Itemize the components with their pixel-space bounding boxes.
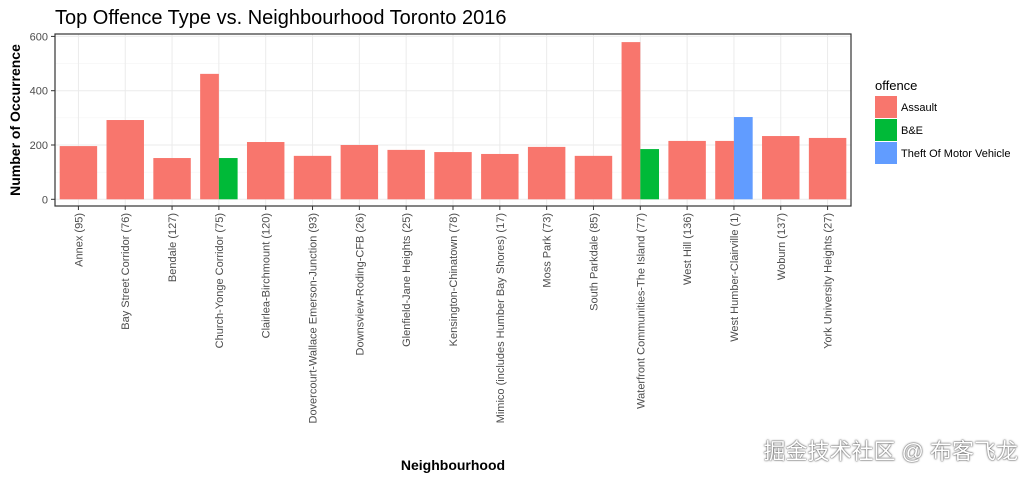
y-tick-label: 400 bbox=[30, 86, 48, 98]
bar-assault bbox=[246, 142, 285, 200]
legend-swatch bbox=[875, 119, 897, 141]
bar-b-e bbox=[640, 149, 660, 200]
legend-title: offence bbox=[875, 78, 917, 93]
legend-label: B&E bbox=[901, 125, 923, 137]
legend-label: Theft Of Motor Vehicle bbox=[901, 148, 1010, 160]
x-axis-label: Neighbourhood bbox=[401, 457, 505, 473]
legend-swatch bbox=[875, 142, 897, 164]
x-tick-label: Glenfield-Jane Heights (25) bbox=[401, 213, 413, 347]
bar-assault bbox=[200, 73, 219, 200]
x-tick-label: Annex (95) bbox=[73, 213, 85, 267]
bar-assault bbox=[293, 155, 332, 200]
x-tick-label: Mimico (includes Humber Bay Shores) (17) bbox=[495, 213, 507, 423]
y-tick-label: 200 bbox=[30, 140, 48, 152]
chart-title: Top Offence Type vs. Neighbourhood Toron… bbox=[55, 7, 506, 29]
bar-assault bbox=[621, 42, 641, 200]
bar-assault bbox=[434, 152, 472, 200]
legend-label: Assault bbox=[901, 102, 937, 114]
bar-theft-of-motor-vehicle bbox=[733, 117, 753, 200]
bar-assault bbox=[574, 155, 613, 200]
x-tick-label: West Humber-Clairville (1) bbox=[729, 213, 741, 342]
x-tick-label: Church-Yonge Corridor (75) bbox=[214, 213, 226, 348]
bar-assault bbox=[668, 140, 706, 200]
legend-swatch bbox=[875, 96, 897, 118]
x-tick-label: Bay Street Corridor (76) bbox=[120, 213, 132, 330]
bar-assault bbox=[59, 146, 98, 200]
x-tick-label: Kensington-Chinatown (78) bbox=[448, 213, 460, 346]
x-tick-label: Dovercourt-Wallace Emerson-Junction (93) bbox=[308, 213, 320, 424]
x-tick-label: Downsview-Roding-CFB (26) bbox=[354, 213, 366, 355]
bar-assault bbox=[715, 140, 734, 200]
bar-assault bbox=[762, 136, 800, 200]
x-tick-label: Bendale (127) bbox=[167, 213, 179, 282]
x-tick-label: West Hill (136) bbox=[682, 213, 694, 285]
bar-assault bbox=[808, 137, 847, 200]
x-tick-label: Clairlea-Birchmount (120) bbox=[261, 213, 273, 338]
bar-assault bbox=[106, 120, 144, 200]
plot-border bbox=[54, 33, 852, 207]
bar-assault bbox=[387, 149, 425, 200]
bar-assault bbox=[481, 153, 519, 200]
watermark: 掘金技术社区 @ 布客飞龙 bbox=[763, 439, 1018, 464]
x-tick-label: South Parkdale (85) bbox=[588, 213, 600, 311]
y-tick-label: 0 bbox=[42, 194, 48, 206]
x-tick-label: York University Heights (27) bbox=[823, 213, 835, 349]
x-tick-label: Waterfront Communities-The Island (77) bbox=[635, 213, 647, 409]
bar-assault bbox=[153, 158, 191, 200]
bar-b-e bbox=[218, 158, 238, 200]
x-tick-label: Woburn (137) bbox=[776, 213, 788, 280]
bar-assault bbox=[527, 146, 566, 200]
x-tick-label: Moss Park (73) bbox=[542, 213, 554, 288]
y-tick-label: 600 bbox=[30, 31, 48, 43]
bar-assault bbox=[340, 145, 379, 200]
y-axis-label: Number of Occurrence bbox=[7, 44, 23, 196]
